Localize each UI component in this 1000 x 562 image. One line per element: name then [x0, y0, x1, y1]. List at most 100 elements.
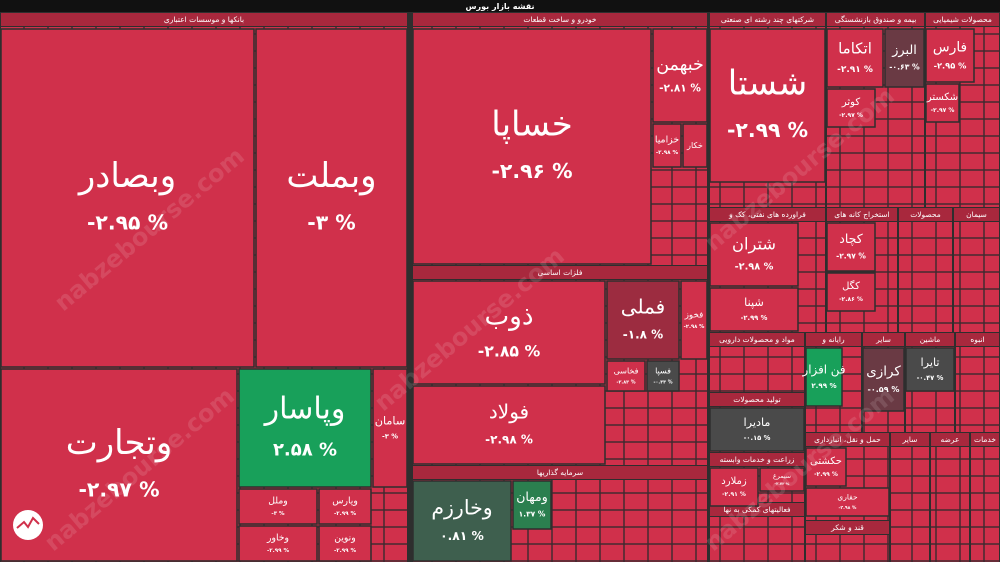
- sector-header: [413, 266, 707, 279]
- sector-name: حمل و نقل، انبارداری: [814, 435, 881, 444]
- tile: [238, 525, 318, 562]
- tile-name: فن افزار: [802, 362, 846, 377]
- tile-name: کرازی: [866, 364, 901, 379]
- tile: [680, 280, 708, 360]
- tile-change: ۱.۳۷ %: [519, 509, 546, 518]
- sector-name: مواد و محصولات دارویی: [719, 335, 795, 344]
- tile-name: وبصادر: [77, 156, 176, 196]
- tile-name: خبهمن: [656, 55, 704, 75]
- tile-name: ذوب: [484, 301, 533, 331]
- sector-name: محصولات: [910, 210, 941, 219]
- sector-area: [710, 347, 804, 392]
- tile: [512, 480, 552, 530]
- tile-name: سامان: [375, 414, 406, 427]
- tile-name: ومهان: [516, 489, 547, 505]
- tile-name: اتکاما: [838, 40, 872, 58]
- sector-header: [710, 393, 804, 406]
- tile: [646, 360, 680, 392]
- tile-name: البرز: [891, 43, 917, 58]
- sector-name: سرمایه گذاریها: [537, 468, 583, 477]
- sector-name: عرضه: [940, 435, 959, 444]
- tile-name: شکستر: [926, 92, 958, 103]
- tile-name: شپنا: [744, 296, 764, 309]
- sector-header: [926, 13, 999, 26]
- sector-name: خدمات: [974, 435, 996, 444]
- sector-header: [710, 208, 825, 221]
- tile-change: -۰.۵۹ %: [868, 385, 900, 394]
- tile: [884, 28, 925, 88]
- tile-name: وملل: [268, 495, 288, 506]
- tile-name: تایرا: [920, 356, 939, 370]
- tile-change: -۲.۹۹ %: [334, 548, 356, 554]
- tile-name: شستا: [728, 64, 807, 104]
- tile: [826, 222, 876, 272]
- tile-change: -۲.۹۹ %: [267, 548, 289, 554]
- tile: [412, 385, 606, 465]
- sector-header: [827, 13, 924, 26]
- tile-name: خساپا: [491, 105, 573, 145]
- sector-area: [891, 447, 929, 562]
- sector-header: [1, 13, 407, 26]
- tile: [805, 347, 843, 407]
- sector-name: انبوه: [970, 335, 984, 344]
- sector-header: [863, 333, 904, 346]
- sector-name: سایر: [875, 335, 891, 344]
- sector-area: [971, 447, 999, 562]
- tile: [709, 28, 826, 183]
- tile-name: فارس: [933, 39, 967, 55]
- tile: [862, 347, 905, 412]
- tile: [905, 347, 955, 392]
- tile-change: -۳ %: [271, 511, 285, 517]
- tile: [412, 28, 652, 265]
- tile-change: -۰.۴۷ %: [917, 374, 944, 382]
- tile-change: -۲.۸۱ %: [659, 83, 701, 95]
- sector-header: [931, 433, 969, 446]
- tile-name: فخاسی: [614, 367, 639, 376]
- tile-change: -۲.۹۹ %: [741, 314, 768, 322]
- sector-area: [899, 222, 952, 332]
- sector-name: سیمان: [966, 210, 987, 219]
- tile-name: وپارس: [332, 495, 358, 506]
- tile: [412, 280, 606, 385]
- sector-header: [954, 208, 999, 221]
- tile: [826, 28, 884, 88]
- tile-name: کوثر: [841, 97, 860, 108]
- tile-change: ۲.۵۸ %: [273, 440, 337, 461]
- tile-change: -۲.۹۷ %: [931, 107, 955, 114]
- tile: [606, 360, 646, 392]
- sector-name: سایر: [902, 435, 918, 444]
- sector-area: [710, 517, 804, 562]
- tile-name: وپاسار: [263, 392, 346, 427]
- tile-change: -۱.۸ %: [623, 328, 663, 342]
- sector-name: خودرو و ساخت قطعات: [523, 15, 597, 24]
- sector-header: [956, 333, 999, 346]
- sector-name: زراعت و خدمات وابسته: [720, 455, 795, 464]
- title-bar: [0, 0, 1000, 12]
- sector-header: [413, 13, 707, 26]
- tile-change: -۲.۸۵ %: [478, 342, 541, 361]
- tile-name: ونوین: [334, 532, 355, 543]
- sector-header: [710, 333, 804, 346]
- tile-change: -۲.۹۵ %: [87, 211, 168, 235]
- tile-change: -۰.۱۵ %: [744, 434, 771, 442]
- tile-change: -۲.۹۸ %: [735, 262, 774, 273]
- tile: [0, 28, 255, 368]
- tile-name: خزامیا: [655, 134, 679, 145]
- sector-name: استخراج کانه های: [834, 210, 889, 219]
- sector-header: [806, 433, 889, 446]
- sector-header: [710, 13, 825, 26]
- sector-area: [954, 222, 999, 332]
- tile-name: مادیرا: [744, 416, 771, 430]
- tile-change: -۲.۹۷ %: [78, 478, 159, 502]
- tile-change: -۲.۹۱ %: [837, 65, 873, 75]
- sector-header: [827, 208, 897, 221]
- sector-area: [806, 535, 889, 562]
- tile-change: -۲.۹۸ %: [485, 433, 533, 447]
- tile: [652, 123, 682, 168]
- tile-name: کگل: [842, 280, 860, 292]
- tile-change: -۲.۹۷ %: [836, 251, 866, 260]
- sector-name: بیمه و صندوق بازنشستگی: [835, 15, 917, 24]
- tile-name: وتجارت: [66, 423, 173, 463]
- sector-name: قند و شکر: [830, 523, 864, 532]
